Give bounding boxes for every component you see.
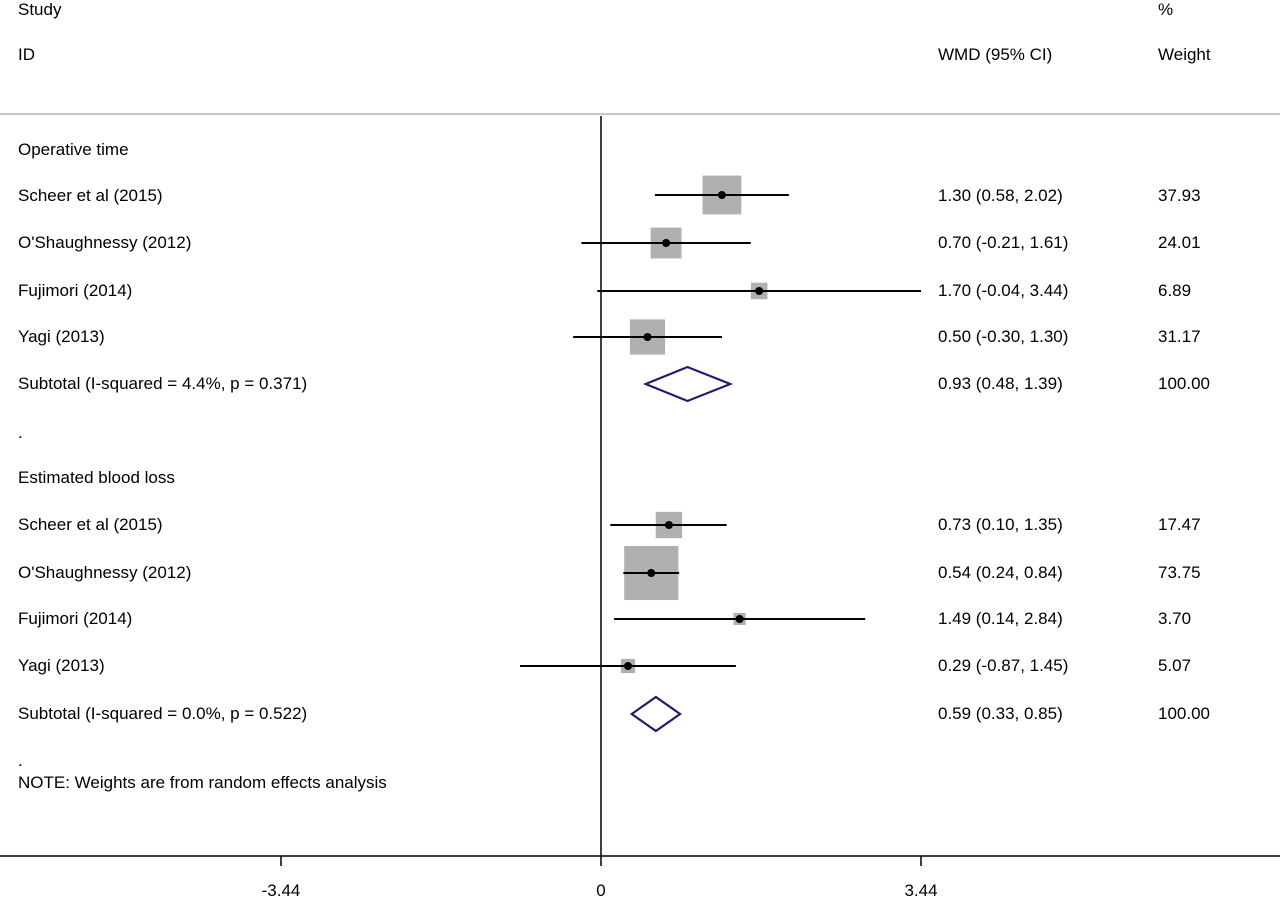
point-estimate — [755, 287, 764, 295]
study-ci-text: 0.73 (0.10, 1.35) — [938, 515, 1063, 534]
subtotal-diamond — [629, 695, 682, 733]
study-ci-text: 1.49 (0.14, 2.84) — [938, 609, 1063, 628]
x-tick-label: 0 — [596, 881, 605, 898]
point-estimate — [735, 615, 744, 623]
study-weight-text: 17.47 — [1158, 515, 1201, 534]
study-ci-text: 0.29 (-0.87, 1.45) — [938, 656, 1069, 675]
point-estimate — [647, 569, 656, 577]
study-ci-text: 1.70 (-0.04, 3.44) — [938, 281, 1069, 300]
study-ci-text: 0.54 (0.24, 0.84) — [938, 563, 1063, 582]
weight-header: Weight — [1158, 45, 1211, 64]
x-tick-label: -3.44 — [262, 881, 301, 898]
study-name: Scheer et al (2015) — [18, 515, 163, 534]
study-name: Fujimori (2014) — [18, 609, 133, 628]
study-weight-text: 5.07 — [1158, 656, 1192, 675]
subtotal-weight-text: 100.00 — [1158, 374, 1210, 393]
study-name: Fujimori (2014) — [18, 281, 133, 300]
point-estimate — [662, 239, 671, 247]
point-estimate — [623, 662, 632, 670]
point-estimate — [643, 333, 652, 341]
subtotal-diamond — [642, 365, 734, 403]
footnote: NOTE: Weights are from random effects an… — [18, 773, 387, 792]
study-ci-text: 0.70 (-0.21, 1.61) — [938, 233, 1069, 252]
group-separator: . — [18, 423, 23, 442]
point-estimate — [717, 191, 726, 199]
study-weight-text: 24.01 — [1158, 233, 1201, 252]
subtotal-weight-text: 100.00 — [1158, 704, 1210, 723]
chart-marks: -3.44 0 3.44 — [262, 175, 938, 898]
study-ci-text: 1.30 (0.58, 2.02) — [938, 186, 1063, 205]
point-estimate — [664, 521, 673, 529]
study-name: O'Shaughnessy (2012) — [18, 233, 192, 252]
study-weight-text: 73.75 — [1158, 563, 1201, 582]
study-name: Scheer et al (2015) — [18, 186, 163, 205]
study-weight-text: 31.17 — [1158, 327, 1201, 346]
study-name: Yagi (2013) — [18, 327, 105, 346]
study-name: Yagi (2013) — [18, 656, 105, 675]
subtotal-label: Subtotal (I-squared = 4.4%, p = 0.371) — [18, 374, 308, 393]
study-weight-text: 3.70 — [1158, 609, 1192, 628]
study-weight-text: 37.93 — [1158, 186, 1201, 205]
study-header: Study — [18, 0, 62, 19]
study-name: O'Shaughnessy (2012) — [18, 563, 192, 582]
weight-percent-header: % — [1158, 0, 1174, 19]
x-tick-label: 3.44 — [904, 881, 937, 898]
study-ci-text: 0.50 (-0.30, 1.30) — [938, 327, 1069, 346]
group-label: Operative time — [18, 140, 129, 159]
group-label: Estimated blood loss — [18, 468, 175, 487]
id-header: ID — [18, 45, 35, 64]
estimate-header: WMD (95% CI) — [938, 45, 1053, 64]
subtotal-ci-text: 0.59 (0.33, 0.85) — [938, 704, 1063, 723]
subtotal-ci-text: 0.93 (0.48, 1.39) — [938, 374, 1063, 393]
note-separator: . — [18, 751, 23, 770]
study-weight-text: 6.89 — [1158, 281, 1192, 300]
subtotal-label: Subtotal (I-squared = 0.0%, p = 0.522) — [18, 704, 308, 723]
